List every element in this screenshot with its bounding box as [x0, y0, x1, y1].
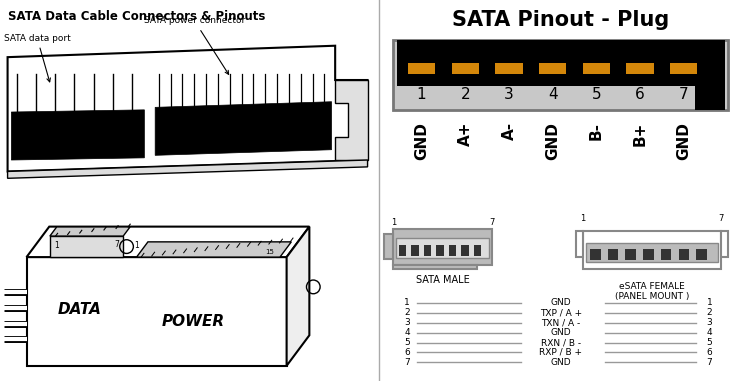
- Text: 4: 4: [548, 88, 557, 102]
- Text: 7: 7: [489, 218, 495, 227]
- Text: GND: GND: [545, 122, 560, 160]
- Text: SATA Pinout - Plug: SATA Pinout - Plug: [452, 10, 669, 29]
- Bar: [626, 249, 636, 260]
- Text: 7: 7: [707, 358, 713, 367]
- Text: 1: 1: [707, 298, 713, 307]
- Text: SATA data port: SATA data port: [4, 34, 71, 82]
- Polygon shape: [155, 102, 331, 155]
- Bar: [397, 238, 489, 258]
- Text: eSATA FEMALE
(PANEL MOUNT ): eSATA FEMALE (PANEL MOUNT ): [614, 282, 690, 301]
- Bar: [436, 245, 444, 256]
- Text: A+: A+: [458, 122, 473, 146]
- Bar: [721, 231, 728, 257]
- Text: 6: 6: [404, 348, 410, 357]
- Text: RXN / B -: RXN / B -: [541, 338, 581, 347]
- Bar: [670, 63, 697, 74]
- Text: B+: B+: [632, 122, 648, 146]
- Text: 7: 7: [114, 240, 119, 248]
- Text: 1: 1: [391, 218, 396, 227]
- Text: RXP / B +: RXP / B +: [539, 348, 583, 357]
- Bar: [394, 40, 728, 110]
- Bar: [583, 63, 610, 74]
- Text: 7: 7: [404, 358, 410, 367]
- Text: 7: 7: [679, 88, 689, 102]
- Bar: [586, 243, 718, 262]
- Text: 5: 5: [404, 338, 410, 347]
- Text: 1: 1: [404, 298, 410, 307]
- Bar: [539, 63, 566, 74]
- Bar: [643, 249, 654, 260]
- Bar: [394, 229, 492, 265]
- Text: GND: GND: [414, 122, 429, 160]
- Bar: [583, 231, 721, 269]
- Bar: [696, 249, 707, 260]
- Text: GND: GND: [551, 358, 571, 367]
- Text: TXN / A -: TXN / A -: [542, 318, 580, 327]
- Text: GND: GND: [551, 298, 571, 307]
- Text: 1: 1: [580, 214, 585, 223]
- Polygon shape: [27, 227, 309, 257]
- Bar: [399, 245, 406, 256]
- Bar: [408, 63, 435, 74]
- Text: 4: 4: [707, 328, 713, 337]
- Text: 4: 4: [404, 328, 410, 337]
- Bar: [576, 231, 583, 257]
- Text: 1: 1: [54, 241, 59, 250]
- Text: 1: 1: [417, 88, 426, 102]
- Polygon shape: [27, 257, 287, 366]
- Polygon shape: [50, 227, 130, 236]
- Bar: [398, 40, 725, 86]
- Bar: [412, 245, 419, 256]
- Text: GND: GND: [676, 122, 691, 160]
- Polygon shape: [7, 46, 368, 171]
- Bar: [449, 245, 456, 256]
- Text: 3: 3: [404, 318, 410, 327]
- Polygon shape: [7, 160, 368, 178]
- Text: DATA: DATA: [58, 302, 102, 317]
- Text: B-: B-: [589, 122, 604, 140]
- Polygon shape: [287, 227, 309, 366]
- Polygon shape: [137, 242, 291, 257]
- Bar: [452, 63, 478, 74]
- Text: 6: 6: [707, 348, 713, 357]
- Text: POWER: POWER: [162, 314, 225, 330]
- Polygon shape: [384, 234, 394, 259]
- Text: 2: 2: [707, 308, 713, 317]
- Text: TXP / A +: TXP / A +: [540, 308, 582, 317]
- Polygon shape: [50, 236, 123, 257]
- Text: 6: 6: [635, 88, 645, 102]
- Text: 5: 5: [591, 88, 601, 102]
- Bar: [496, 63, 522, 74]
- Bar: [461, 245, 469, 256]
- Bar: [394, 265, 477, 269]
- Text: 15: 15: [265, 248, 274, 255]
- Text: 3: 3: [707, 318, 713, 327]
- Bar: [146, 112, 153, 160]
- Text: SATA MALE: SATA MALE: [416, 275, 470, 285]
- Text: 5: 5: [707, 338, 713, 347]
- Text: 2: 2: [404, 308, 410, 317]
- Bar: [626, 63, 654, 74]
- Text: SATA Data Cable Connectors & Pinouts: SATA Data Cable Connectors & Pinouts: [7, 10, 265, 22]
- Bar: [661, 249, 672, 260]
- Text: 1: 1: [134, 241, 139, 250]
- Text: A-: A-: [502, 122, 516, 140]
- Bar: [474, 245, 481, 256]
- Text: 2: 2: [461, 88, 470, 102]
- Text: 3: 3: [504, 88, 514, 102]
- Bar: [590, 249, 600, 260]
- Polygon shape: [11, 110, 144, 160]
- Polygon shape: [335, 80, 368, 160]
- Bar: [424, 245, 432, 256]
- Text: SATA power connector: SATA power connector: [144, 16, 245, 74]
- Bar: [695, 77, 725, 110]
- Bar: [608, 249, 618, 260]
- Bar: [678, 249, 689, 260]
- Text: GND: GND: [551, 328, 571, 337]
- Text: 7: 7: [718, 214, 724, 223]
